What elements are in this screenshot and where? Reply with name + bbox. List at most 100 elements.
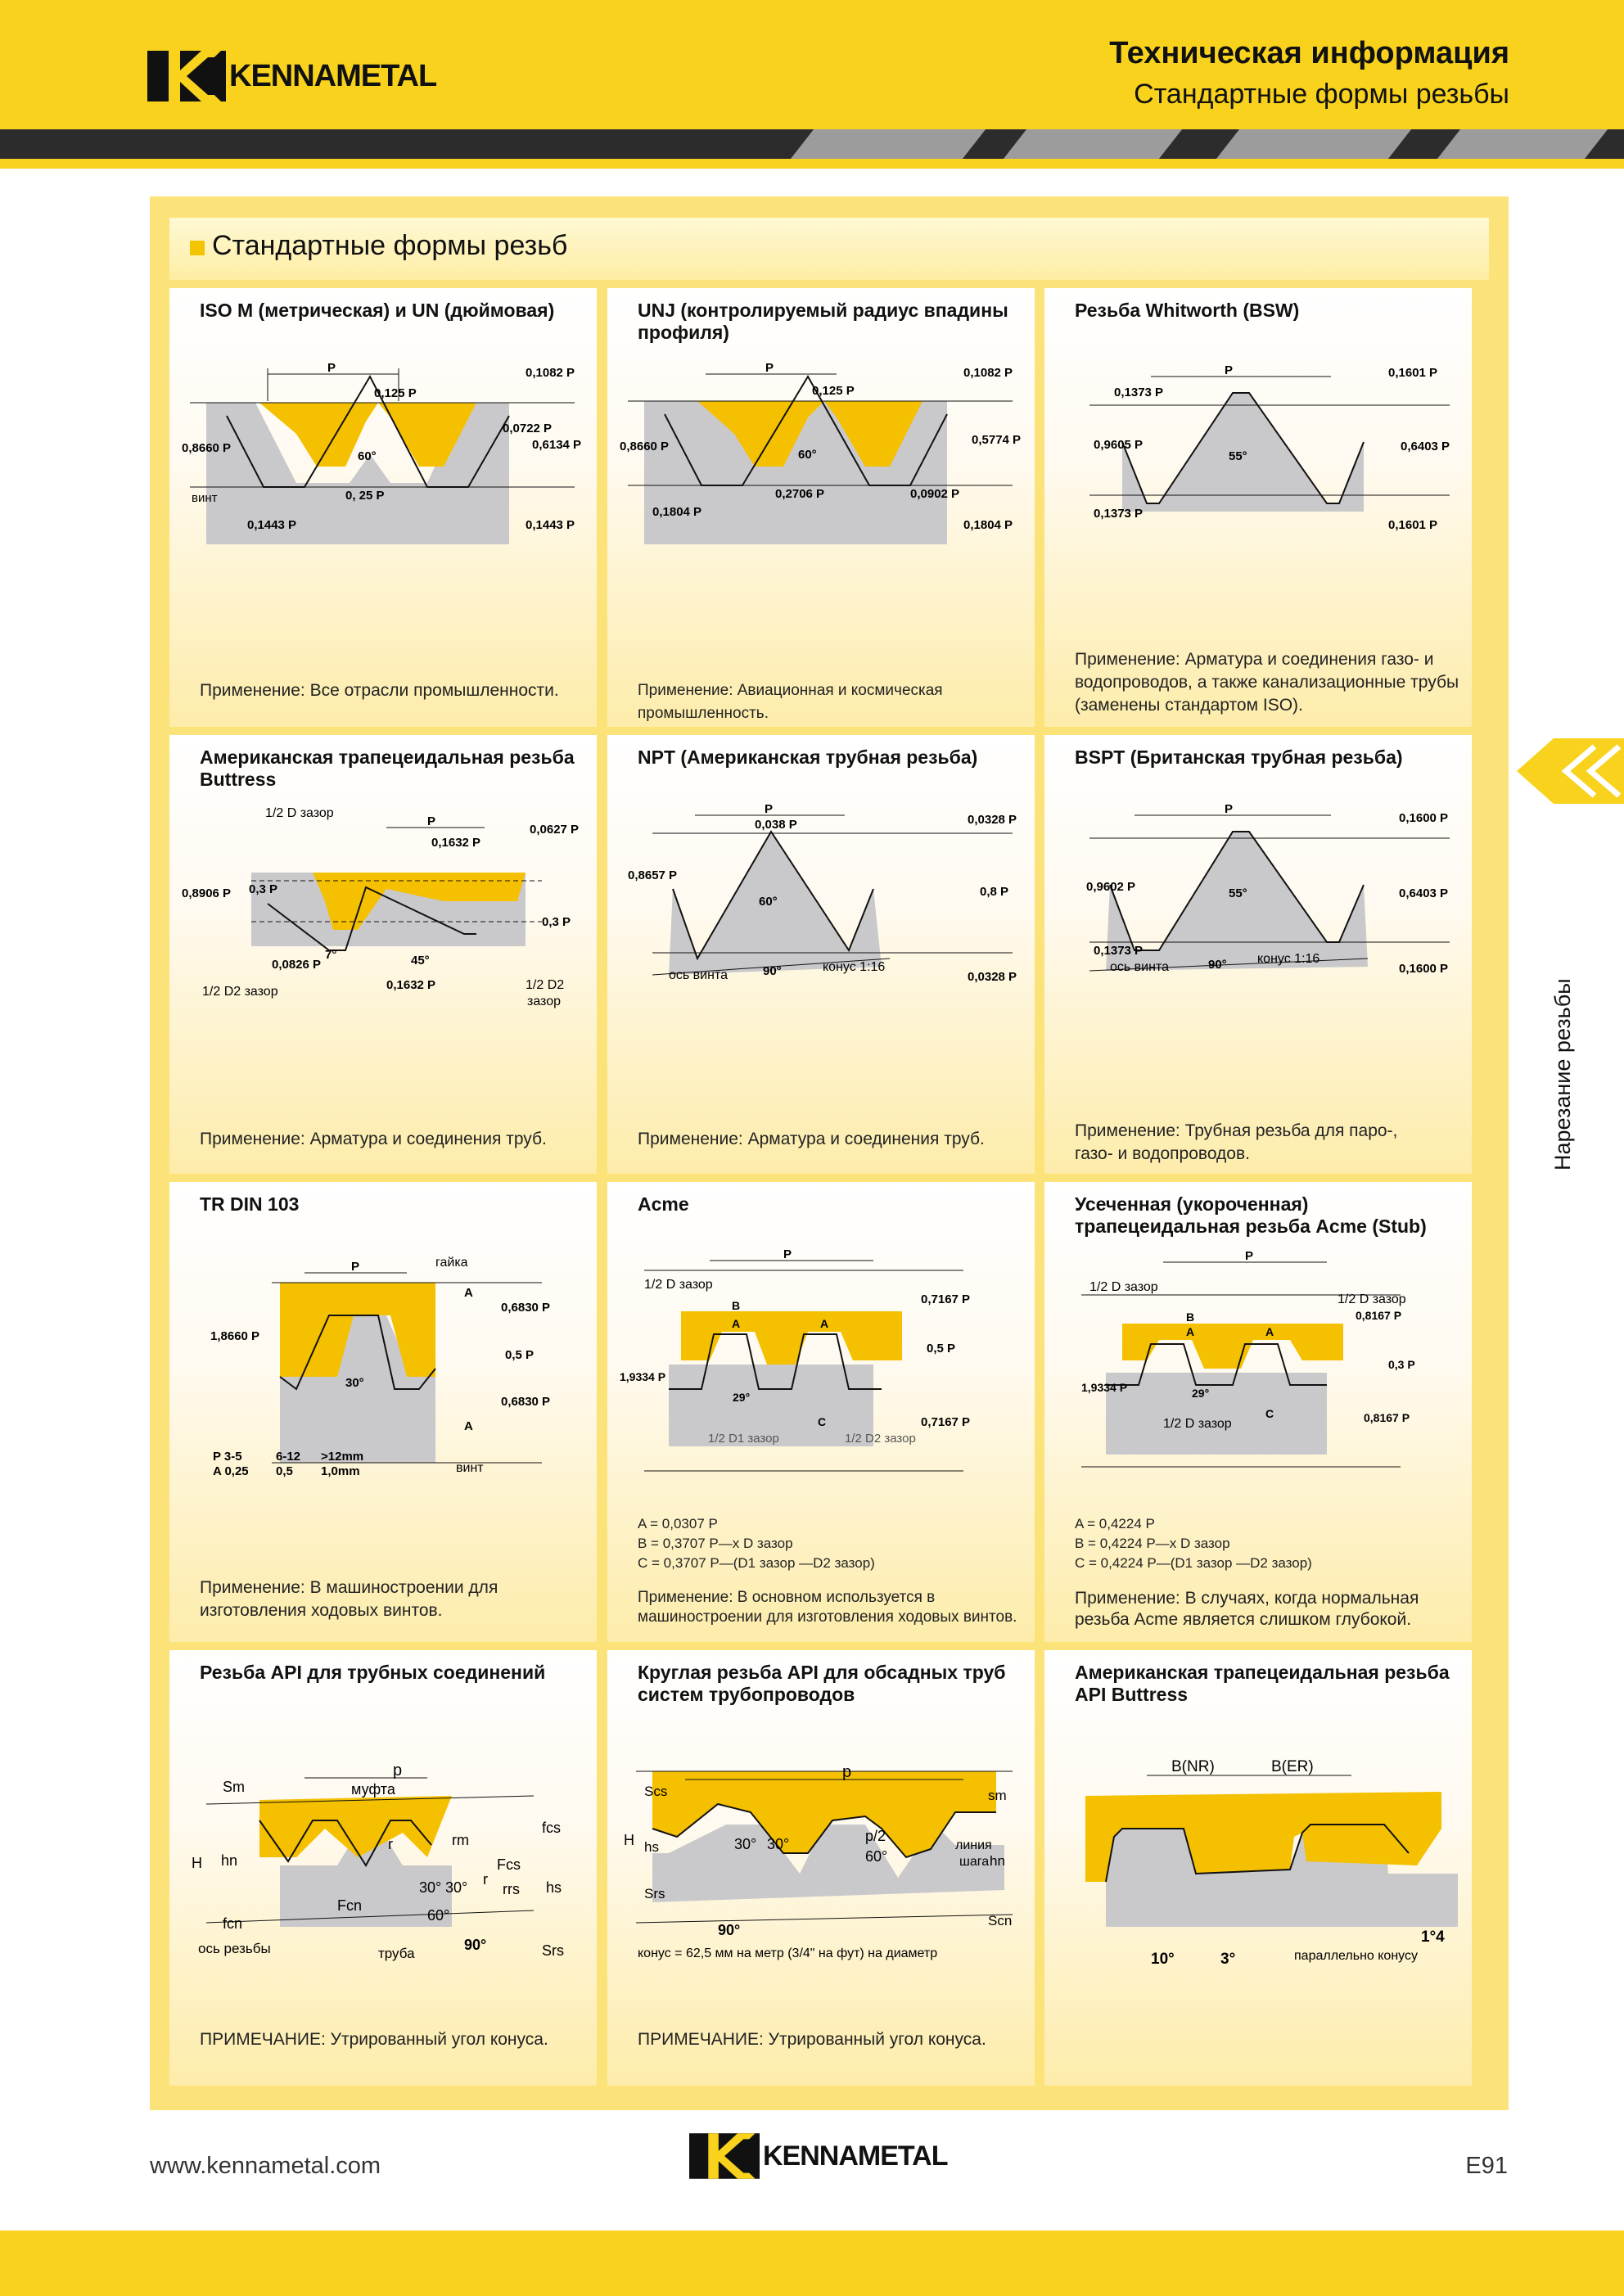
label: 0,1804 P [652, 505, 701, 519]
label: >12mm [321, 1450, 363, 1464]
decorative-stripe [0, 129, 1624, 159]
card-title: Американская трапецеидальная резьба Butt… [200, 747, 575, 790]
thread-diagram: P 1/2 D зазор 1/2 D зазор B A A 0,8167 P… [1081, 1249, 1415, 1468]
label-p: P [327, 361, 336, 375]
thread-diagram: P 0,1600 P 0,9602 P 55° 0,6403 P 0,1373 … [1086, 802, 1450, 976]
label: Sm [223, 1779, 245, 1795]
label: 30° [767, 1836, 789, 1852]
thread-diagram: B(NR) B(ER) 10° 3° 1°4 параллельно конус… [1085, 1758, 1458, 1968]
card-tr-din: TR DIN 103 P гайка A 0,6830 P 1,8660 P 0… [169, 1182, 597, 1642]
label: 0,0328 P [968, 813, 1017, 827]
label: винт [456, 1461, 484, 1475]
label: 0,9602 P [1086, 880, 1135, 894]
card-api-round: Круглая резьба API для обсадных труб сис… [607, 1650, 1035, 2086]
label: H [624, 1832, 634, 1848]
header-bar [0, 0, 1624, 129]
label: A [464, 1419, 473, 1433]
label: A [732, 1317, 740, 1330]
card-npt: NPT (Американская трубная резьба) P 0,03… [607, 735, 1035, 1174]
card-bspt: BSPT (Британская трубная резьба) P 0,160… [1044, 735, 1472, 1174]
page-number: E91 [1465, 2153, 1508, 2179]
kennametal-wordmark: KENNAMETAL [229, 58, 437, 93]
footer-url[interactable]: www.kennametal.com [150, 2153, 381, 2179]
label: C [818, 1415, 826, 1428]
label: 0,6134 P [532, 438, 581, 452]
label: A 0,25 [213, 1464, 249, 1478]
label: ось винта [669, 968, 728, 982]
label: H [192, 1855, 202, 1871]
label: 0,8 P [980, 885, 1008, 899]
label: 0,1373 P [1114, 386, 1163, 399]
label: 90° [1208, 958, 1227, 972]
label: 45° [411, 954, 430, 968]
label: 30° [734, 1836, 756, 1852]
label: Fcs [497, 1856, 521, 1873]
card-acme: Acme P 1/2 D зазор B A A 0,7167 P 0,5 P … [607, 1182, 1035, 1642]
label: 1/2 D зазор [1163, 1417, 1232, 1431]
label: hn [221, 1852, 237, 1869]
label: Srs [644, 1886, 665, 1901]
label: 0,5774 P [972, 433, 1021, 447]
label: 0,6403 P [1401, 440, 1450, 453]
label: 0,1600 P [1399, 811, 1448, 825]
label: 0,2706 P [775, 487, 824, 501]
label: 30° [445, 1879, 467, 1896]
label: 0,1601 P [1388, 366, 1437, 380]
label: 1,9334 P [620, 1370, 665, 1383]
kennametal-logo: KENNAMETAL [147, 51, 437, 101]
label: 29° [1192, 1387, 1209, 1400]
label: 0,125 P [812, 384, 855, 398]
label: конус 1:16 [823, 960, 885, 974]
label: 60° [798, 448, 817, 462]
label-p: p [393, 1761, 402, 1780]
label: 1,9334 P [1081, 1381, 1127, 1394]
label: Scn [988, 1913, 1012, 1928]
label: p/2 [865, 1828, 886, 1844]
formula-c: C = 0,3707 P—(D1 зазор —D2 зазор) [638, 1555, 875, 1571]
label: 60° [865, 1848, 887, 1865]
label: винт [192, 491, 218, 505]
label-p: P [783, 1247, 792, 1261]
label: A [1265, 1325, 1274, 1338]
label: 0,125 P [374, 386, 417, 400]
thread-diagram: P 0,125 P 0,1082 P 0,0722 P 0,6134 P 0,8… [182, 361, 581, 544]
formula-list: A = 0,4224 P B = 0,4224 P—x D зазор C = … [1075, 1514, 1312, 1573]
label: 1/2 D зазор [1338, 1292, 1406, 1306]
label: rm [452, 1832, 469, 1848]
header-title: Техническая информация [1109, 36, 1509, 70]
card-title: TR DIN 103 [200, 1193, 300, 1215]
label: 0,1600 P [1399, 962, 1448, 976]
header-subtitle: Стандартные формы резьбы [1134, 79, 1509, 110]
label: 1/2 D зазор [1089, 1280, 1158, 1294]
label: 0,1632 P [431, 836, 480, 850]
label: 1/2 D1 зазор [708, 1432, 779, 1446]
card-title: BSPT (Британская трубная резьба) [1075, 747, 1403, 768]
thread-diagram: P 0,1601 P 0,1373 P 0,9605 P 0,6403 P 55… [1089, 363, 1450, 532]
label: 0,5 [276, 1464, 293, 1478]
label: 1,8660 P [210, 1329, 259, 1343]
label: линия [955, 1838, 992, 1852]
card-title: ISO M (метрическая) и UN (дюймовая) [200, 300, 555, 321]
section-title: Стандартные формы резьб [212, 230, 568, 261]
card-api-pipe: Резьба API для трубных соединений p Sm м… [169, 1650, 597, 2086]
label: 0,0627 P [530, 823, 579, 837]
thread-diagram: p Scs sm H hs 30° 30° p/2 линия шага hn … [624, 1763, 1013, 1960]
card-title: Acme [638, 1193, 689, 1215]
label: 0,1804 P [963, 518, 1013, 532]
label: 0,8657 P [628, 868, 677, 882]
card-iso-m: ISO M (метрическая) и UN (дюймовая) P 0,… [169, 288, 597, 727]
card-title: UNJ (контролируемый радиус впадины профи… [638, 300, 1008, 343]
label: 55° [1229, 886, 1247, 900]
label: 60° [759, 895, 778, 909]
card-acme-stub: Усеченная (укороченная) трапецеидальная … [1044, 1182, 1472, 1642]
label-p: P [765, 802, 773, 816]
card-title: NPT (Американская трубная резьба) [638, 747, 978, 768]
label: fcn [223, 1915, 242, 1932]
formula-c: C = 0,4224 P—(D1 зазор —D2 зазор) [1075, 1555, 1312, 1571]
label: 0,0902 P [910, 487, 959, 501]
label: 7° [325, 948, 336, 962]
label: гайка [435, 1256, 468, 1270]
card-bsw: Резьба Whitworth (BSW) P 0,1601 P 0,1373… [1044, 288, 1472, 727]
formula-a: A = 0,4224 P [1075, 1516, 1155, 1531]
label: A [1186, 1325, 1194, 1338]
